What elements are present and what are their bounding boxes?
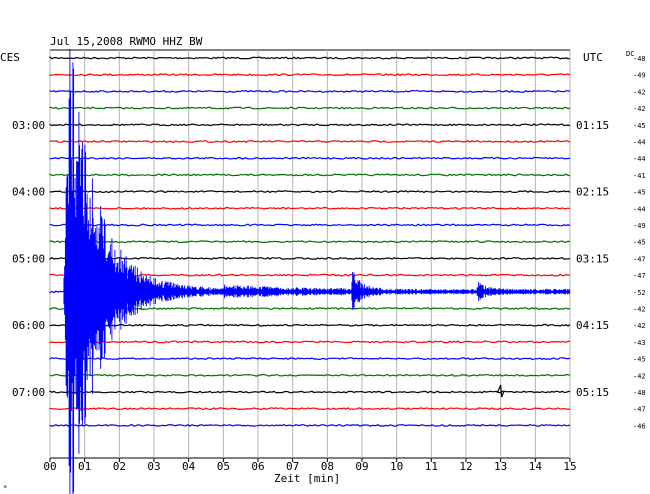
trace-line xyxy=(49,323,571,327)
x-tick-label: 11 xyxy=(425,460,438,473)
trace-line xyxy=(49,56,571,60)
x-tick-label: 14 xyxy=(529,460,543,473)
dc-offset-label: -49 xyxy=(633,222,646,230)
trace-line xyxy=(49,340,570,344)
x-tick-label: 06 xyxy=(251,460,264,473)
trace-group xyxy=(49,56,571,427)
trace-line xyxy=(49,256,571,261)
trace-line xyxy=(49,223,571,227)
trace-line xyxy=(49,73,571,77)
left-time-label: 05:00 xyxy=(12,252,45,265)
dc-offset-label: -47 xyxy=(633,272,646,280)
left-time-label: 04:00 xyxy=(12,186,45,199)
dc-offset-label: -47 xyxy=(633,406,646,414)
earthquake-signal xyxy=(63,49,570,494)
x-tick-label: 04 xyxy=(182,460,196,473)
dc-label: DC xyxy=(626,50,634,58)
x-tick-label: 05 xyxy=(217,460,230,473)
dc-offset-label: -41 xyxy=(633,172,646,180)
earthquake-signal-group xyxy=(63,49,570,494)
right-time-label: 02:15 xyxy=(576,186,609,199)
left-time-label: 06:00 xyxy=(12,319,45,332)
dc-offset-label: -47 xyxy=(633,255,646,263)
x-tick-label: 03 xyxy=(147,460,160,473)
x-tick-label: 10 xyxy=(390,460,403,473)
dc-offset-label: -45 xyxy=(633,356,646,364)
trace-line xyxy=(49,139,571,143)
grid xyxy=(49,49,571,462)
trace-line xyxy=(49,156,571,160)
right-time-label: 04:15 xyxy=(576,319,609,332)
x-tick-label: 01 xyxy=(78,460,91,473)
trace-line xyxy=(49,240,571,244)
x-tick-label: 15 xyxy=(563,460,576,473)
trace-line xyxy=(49,190,571,194)
dc-offset-label: -48 xyxy=(633,55,646,63)
trace-line xyxy=(49,123,571,127)
x-tick-label: 13 xyxy=(494,460,507,473)
trace-line xyxy=(49,390,571,394)
right-time-label: 01:15 xyxy=(576,119,609,132)
label-group: 03:00 04:00 05:00 06:00 07:00 01:15 02:15 03:15… xyxy=(12,55,646,473)
trace-line xyxy=(49,106,571,110)
x-tick-label: 09 xyxy=(355,460,368,473)
trace-line xyxy=(49,373,571,377)
dc-offset-label: -42 xyxy=(633,105,646,113)
dc-offset-label: -46 xyxy=(633,422,646,430)
left-time-label: 03:00 xyxy=(12,119,45,132)
trace-line xyxy=(49,423,571,427)
dc-offset-label: -44 xyxy=(633,205,646,213)
dc-offset-label: -45 xyxy=(633,122,646,130)
trace-line xyxy=(49,173,571,177)
right-time-label: 05:15 xyxy=(576,386,609,399)
dc-offset-label: -52 xyxy=(633,289,646,297)
dc-offset-label: -44 xyxy=(633,155,646,163)
trace-line xyxy=(49,206,571,210)
plot-frame xyxy=(49,49,571,459)
dc-offset-label: -42 xyxy=(633,372,646,380)
corner-mark: * xyxy=(3,484,7,492)
right-unit-label: UTC xyxy=(583,51,603,64)
dc-offset-label: -45 xyxy=(633,189,646,197)
trace-line xyxy=(49,89,571,93)
x-tick-label: 00 xyxy=(43,460,56,473)
x-tick-label: 08 xyxy=(321,460,334,473)
x-tick-label: 12 xyxy=(459,460,472,473)
dc-offset-label: -49 xyxy=(633,72,646,80)
x-tick-label: 07 xyxy=(286,460,299,473)
trace-line xyxy=(49,407,571,411)
dc-offset-label: -42 xyxy=(633,88,646,96)
right-time-label: 03:15 xyxy=(576,252,609,265)
dc-offset-label: -43 xyxy=(633,339,646,347)
dc-offset-label: -42 xyxy=(633,306,646,314)
dc-offset-label: -44 xyxy=(633,139,646,147)
event-spike xyxy=(497,384,505,398)
dc-offset-label: -45 xyxy=(633,239,646,247)
x-tick-label: 02 xyxy=(113,460,126,473)
x-axis-title: Zeit [min] xyxy=(274,472,340,485)
trace-line xyxy=(49,357,571,361)
dc-offset-label: -48 xyxy=(633,389,646,397)
left-time-label: 07:00 xyxy=(12,386,45,399)
chart-title: Jul 15,2008 RWMO HHZ BW xyxy=(50,35,203,48)
dc-offset-label: -42 xyxy=(633,322,646,330)
left-unit-label: CES xyxy=(0,51,20,64)
